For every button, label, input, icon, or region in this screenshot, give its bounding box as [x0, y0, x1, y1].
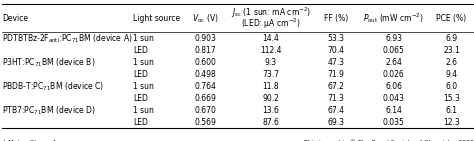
Text: 0.600: 0.600	[195, 58, 217, 67]
Text: 67.2: 67.2	[328, 82, 345, 91]
Text: LED: LED	[133, 94, 148, 103]
Text: 69.3: 69.3	[328, 118, 345, 127]
Text: 12.3: 12.3	[443, 118, 460, 127]
Text: Device: Device	[2, 14, 28, 23]
Text: 0.043: 0.043	[383, 94, 405, 103]
Text: 47.3: 47.3	[328, 58, 345, 67]
Text: LED: LED	[133, 118, 148, 127]
Text: P3HT:PC$_{71}$BM (device B): P3HT:PC$_{71}$BM (device B)	[2, 56, 96, 69]
Text: 0.569: 0.569	[195, 118, 217, 127]
Text: 6.06: 6.06	[385, 82, 402, 91]
Text: 73.7: 73.7	[262, 70, 279, 79]
Text: PTB7:PC$_{71}$BM (device D): PTB7:PC$_{71}$BM (device D)	[2, 104, 96, 117]
Text: 0.498: 0.498	[195, 70, 217, 79]
Text: 0.670: 0.670	[195, 106, 217, 115]
Text: 23.1: 23.1	[443, 46, 460, 55]
Text: 15.3: 15.3	[443, 94, 460, 103]
Text: PDTBTBz-2F$_{\mathrm{anti}}$:PC$_{71}$BM (device A): PDTBTBz-2F$_{\mathrm{anti}}$:PC$_{71}$BM…	[2, 32, 133, 45]
Text: 6.93: 6.93	[385, 34, 402, 43]
Text: 2.6: 2.6	[446, 58, 457, 67]
Text: 70.4: 70.4	[328, 46, 345, 55]
Text: 9.4: 9.4	[446, 70, 457, 79]
Text: 9.3: 9.3	[265, 58, 277, 67]
Text: 0.817: 0.817	[195, 46, 217, 55]
Text: 1 sun: 1 sun	[133, 58, 154, 67]
Text: 6.1: 6.1	[446, 106, 457, 115]
Text: 0.669: 0.669	[195, 94, 217, 103]
Text: 6.14: 6.14	[385, 106, 402, 115]
Text: Light source: Light source	[133, 14, 180, 23]
Text: 0.903: 0.903	[195, 34, 217, 43]
Text: 71.3: 71.3	[328, 94, 345, 103]
Text: 11.8: 11.8	[263, 82, 279, 91]
Text: 14.4: 14.4	[263, 34, 279, 43]
Text: 0.035: 0.035	[383, 118, 405, 127]
Text: $J_{\mathrm{sc}}$ (1 sun: mA cm$^{-2}$): $J_{\mathrm{sc}}$ (1 sun: mA cm$^{-2}$)	[231, 6, 311, 20]
Text: J. Mater. Chem. A: J. Mater. Chem. A	[2, 140, 56, 141]
Text: $V_{\mathrm{oc}}$ (V): $V_{\mathrm{oc}}$ (V)	[192, 12, 219, 25]
Text: 67.4: 67.4	[328, 106, 345, 115]
Text: This journal is © The Royal Society of Chemistry 2020: This journal is © The Royal Society of C…	[304, 140, 474, 141]
Text: PCE (%): PCE (%)	[437, 14, 466, 23]
Text: LED: LED	[133, 70, 148, 79]
Text: 53.3: 53.3	[328, 34, 345, 43]
Text: 71.9: 71.9	[328, 70, 345, 79]
Text: 112.4: 112.4	[260, 46, 282, 55]
Text: 0.065: 0.065	[383, 46, 405, 55]
Text: 1 sun: 1 sun	[133, 106, 154, 115]
Text: LED: LED	[133, 46, 148, 55]
Text: 0.764: 0.764	[195, 82, 217, 91]
Text: 2.64: 2.64	[385, 58, 402, 67]
Text: (LED: μA cm$^{-2}$): (LED: μA cm$^{-2}$)	[241, 17, 301, 31]
Text: 6.0: 6.0	[446, 82, 457, 91]
Text: PBDB-T:PC$_{71}$BM (device C): PBDB-T:PC$_{71}$BM (device C)	[2, 80, 105, 93]
Text: $P_{\mathrm{out}}$ (mW cm$^{-2}$): $P_{\mathrm{out}}$ (mW cm$^{-2}$)	[364, 11, 424, 25]
Text: 1 sun: 1 sun	[133, 82, 154, 91]
Text: FF (%): FF (%)	[324, 14, 348, 23]
Text: 90.2: 90.2	[263, 94, 279, 103]
Text: 87.6: 87.6	[263, 118, 279, 127]
Text: 0.026: 0.026	[383, 70, 405, 79]
Text: 6.9: 6.9	[446, 34, 457, 43]
Text: 13.6: 13.6	[263, 106, 279, 115]
Text: 1 sun: 1 sun	[133, 34, 154, 43]
